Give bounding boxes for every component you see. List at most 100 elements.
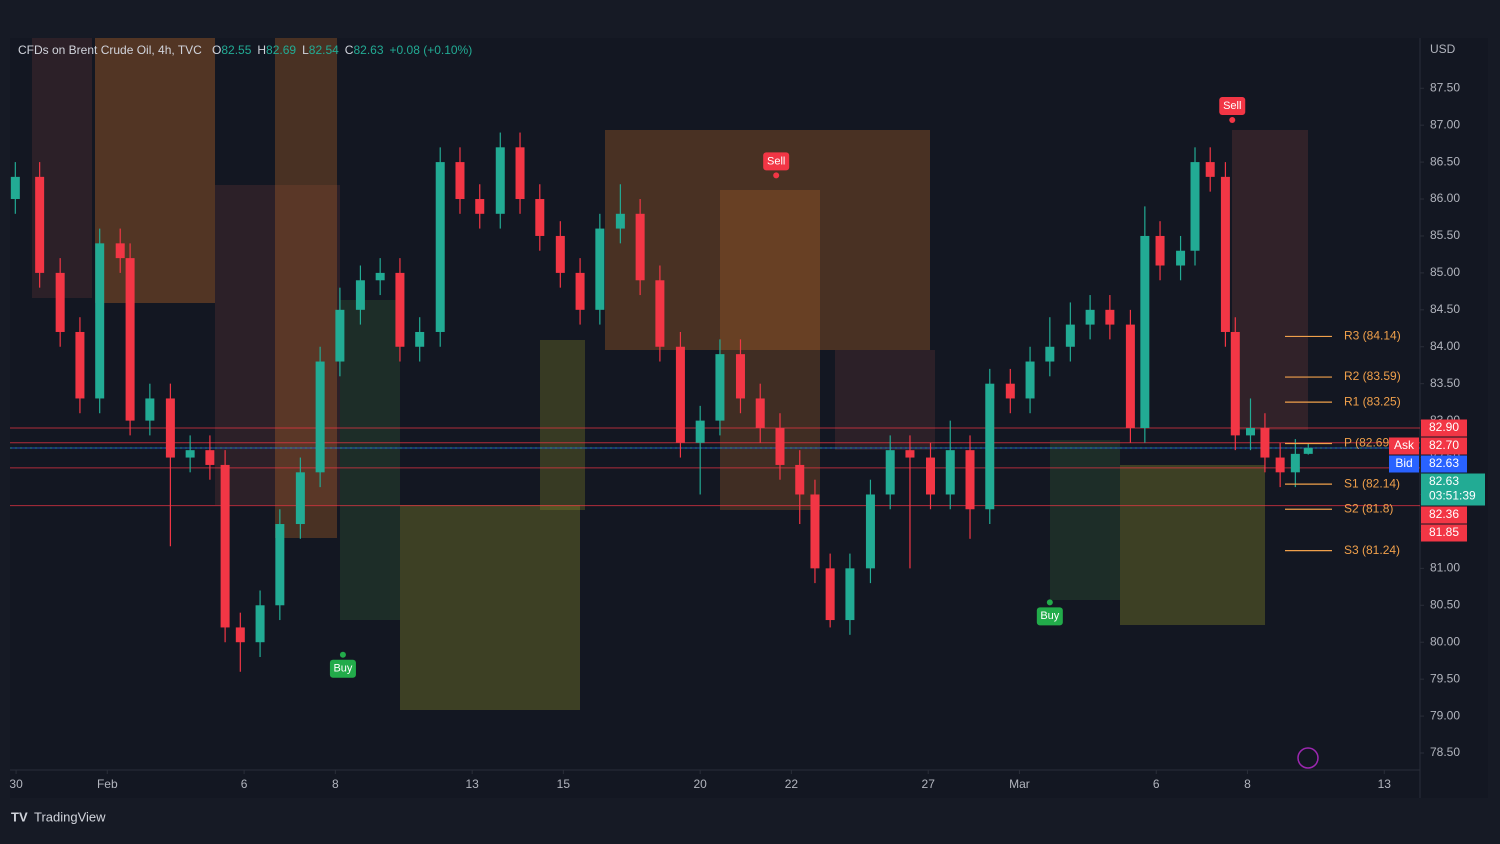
- x-tick-label: 15: [557, 777, 571, 791]
- zone: [720, 190, 820, 510]
- candle-body: [595, 228, 605, 310]
- candle-body: [1275, 457, 1285, 473]
- x-tick-label: 20: [693, 777, 707, 791]
- x-tick-label: 8: [1244, 777, 1251, 791]
- x-tick-label: 13: [465, 777, 479, 791]
- candle-body: [655, 280, 665, 347]
- zone: [835, 350, 935, 450]
- legend-ohlc: O82.55 H82.69 L82.54 C82.63 +0.08 (+0.10%): [212, 43, 472, 57]
- badge-price: 82.90: [1429, 420, 1459, 434]
- candle-body: [95, 243, 105, 399]
- candle-body: [75, 331, 85, 399]
- candle-body: [1045, 346, 1055, 362]
- signal-box: [329, 659, 356, 678]
- signal-label: Buy: [1040, 610, 1059, 622]
- y-tick-label: 84.50: [1430, 302, 1460, 316]
- candle-body: [1140, 235, 1150, 429]
- legend-key: C: [345, 43, 354, 57]
- candle-body: [375, 272, 385, 281]
- x-tick-label: 6: [1153, 777, 1160, 791]
- y-tick-label: 80.50: [1430, 597, 1460, 611]
- candle-body: [755, 398, 765, 429]
- chart-panel: [10, 38, 1488, 798]
- y-tick-label: 79.50: [1430, 671, 1460, 685]
- x-tick-label: Mar: [1009, 777, 1030, 791]
- pivot-label: R2 (83.59): [1344, 369, 1401, 383]
- candle-body: [735, 354, 745, 399]
- signal-box: [1036, 607, 1063, 626]
- candle-body: [885, 450, 895, 495]
- candle-body: [635, 213, 645, 281]
- currency: USD: [1430, 42, 1456, 56]
- brand-logo: TV: [11, 809, 28, 824]
- candle-body: [395, 272, 405, 347]
- candle-body: [275, 524, 285, 606]
- pivot-label: S3 (81.24): [1344, 543, 1400, 557]
- x-tick-label: 30: [9, 777, 23, 791]
- legend-key: L: [302, 43, 309, 57]
- signal-point: [1046, 599, 1053, 606]
- candle-body: [1105, 309, 1115, 325]
- legend-key: H: [257, 43, 266, 57]
- candle-body: [575, 272, 585, 310]
- candle-body: [145, 398, 155, 421]
- candle-body: [925, 457, 935, 495]
- candle-body: [1005, 383, 1015, 399]
- signal-point: [773, 172, 780, 179]
- legend-change: +0.08 (+0.10%): [390, 43, 473, 57]
- x-tick-label: 27: [922, 777, 936, 791]
- zone: [340, 300, 400, 620]
- candle-body: [795, 464, 805, 495]
- candle-body: [35, 176, 45, 273]
- candle-body: [55, 272, 65, 332]
- legend-symbol: CFDs on Brent Crude Oil, 4h, TVC: [18, 43, 202, 57]
- candle-body: [125, 258, 135, 421]
- candle-body: [865, 494, 875, 569]
- candle-body: [295, 472, 305, 525]
- legend-value: 82.63: [353, 43, 383, 57]
- candle-body: [435, 162, 445, 332]
- brand: TradingView: [34, 809, 106, 824]
- legend-value: 82.54: [309, 43, 339, 57]
- signal-box: [1219, 96, 1246, 115]
- candle-body: [185, 450, 195, 458]
- zone: [1120, 465, 1265, 625]
- y-tick-label: 85.00: [1430, 265, 1460, 279]
- y-tick-label: 83.50: [1430, 376, 1460, 390]
- y-tick-label: 87.00: [1430, 117, 1460, 131]
- price-badge: [1421, 473, 1485, 506]
- badge-price: 82.63: [1429, 474, 1459, 488]
- candle-body: [715, 354, 725, 421]
- candle-body: [495, 147, 505, 214]
- pivot-label: S1 (82.14): [1344, 476, 1400, 490]
- x-tick-label: 22: [785, 777, 799, 791]
- candle-body: [1220, 176, 1230, 332]
- y-tick-label: 86.50: [1430, 154, 1460, 168]
- alert-icon[interactable]: [1297, 747, 1319, 769]
- candle-body: [1176, 250, 1186, 266]
- candle-body: [335, 309, 345, 362]
- pivot-label: R3 (84.14): [1344, 329, 1401, 343]
- zone: [1050, 440, 1120, 600]
- candle-body: [475, 199, 485, 214]
- signal-point: [1229, 116, 1236, 123]
- candle-body: [985, 383, 995, 510]
- price-badge: [1421, 524, 1467, 542]
- candle-body: [235, 627, 245, 643]
- indicator-zones: [32, 38, 1308, 710]
- candle-body: [515, 147, 525, 200]
- zone: [400, 505, 580, 710]
- zone: [275, 38, 337, 538]
- signal-box: [763, 152, 790, 171]
- signal-label: Buy: [333, 663, 352, 675]
- y-tick-label: 79.00: [1430, 708, 1460, 722]
- y-tick-label: 80.00: [1430, 634, 1460, 648]
- y-tick-label: 78.50: [1430, 745, 1460, 759]
- candle-body: [10, 176, 20, 200]
- badge-tag: Bid: [1395, 456, 1412, 470]
- legend-value: 82.55: [221, 43, 251, 57]
- candle-body: [205, 450, 215, 465]
- pivot-label: R1 (83.25): [1344, 394, 1401, 408]
- candle-body: [1245, 428, 1255, 436]
- y-tick-label: 81.00: [1430, 561, 1460, 575]
